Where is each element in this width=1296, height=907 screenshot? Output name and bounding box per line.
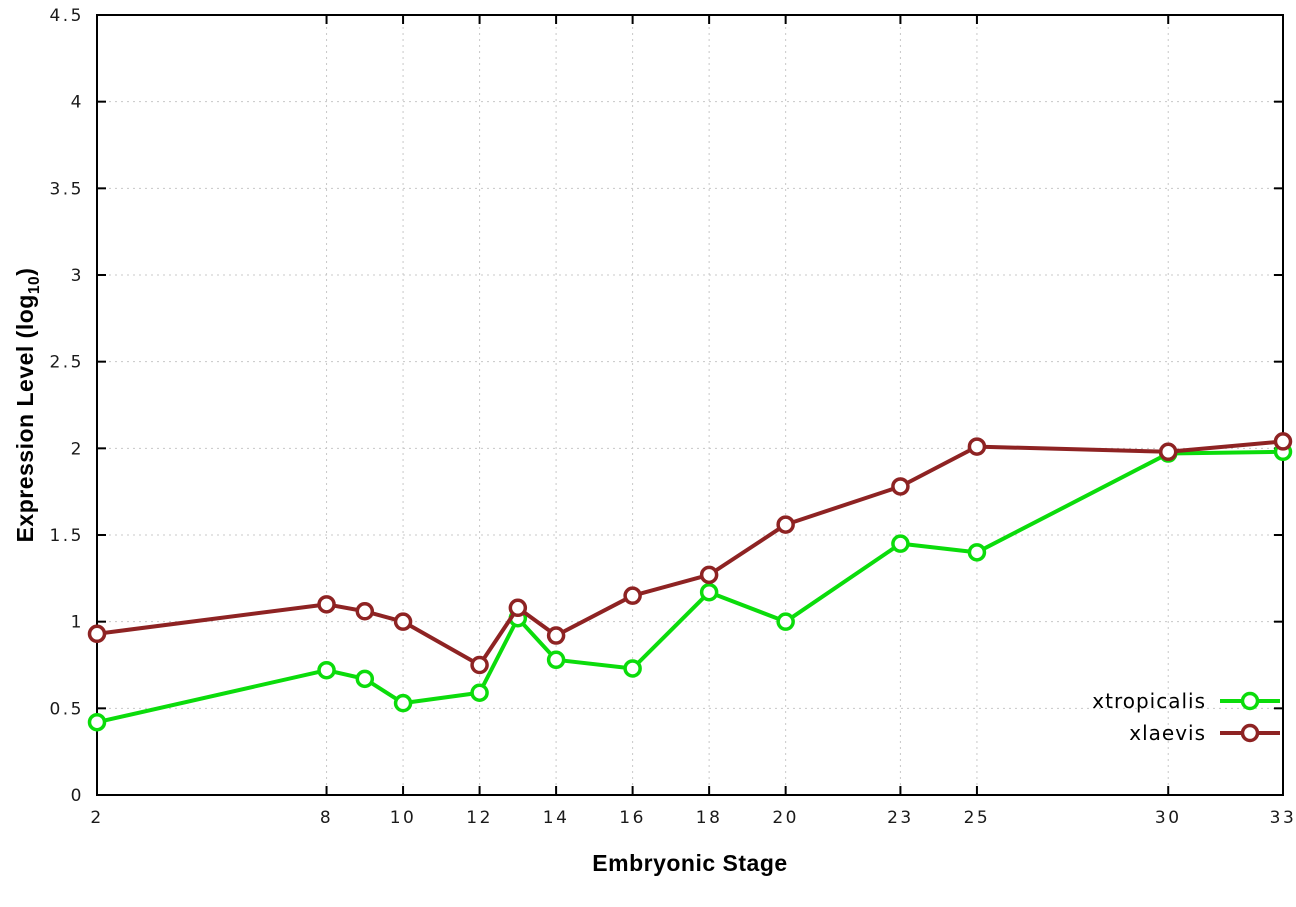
- tick-marks: [96, 14, 1284, 796]
- svg-text:18: 18: [696, 808, 723, 828]
- svg-text:2: 2: [71, 439, 84, 459]
- svg-text:1: 1: [71, 613, 84, 633]
- svg-text:20: 20: [772, 808, 799, 828]
- series-xlaevis-marker: [891, 477, 910, 496]
- svg-text:25: 25: [964, 808, 991, 828]
- grid-lines: [96, 14, 1284, 796]
- series-xtropicalis-line: [95, 449, 1285, 725]
- series-xtropicalis-marker: [393, 693, 413, 713]
- series-xlaevis-marker: [508, 598, 528, 618]
- series-xlaevis-marker: [317, 595, 336, 614]
- svg-text:30: 30: [1155, 808, 1182, 828]
- x-tick-labels: 2 8 10 12 14 16 18 20 23 25 30 33: [90, 808, 1296, 828]
- series-xlaevis-marker: [393, 612, 413, 631]
- svg-text:4: 4: [71, 93, 84, 113]
- series-xlaevis-marker: [87, 624, 107, 644]
- svg-text:16: 16: [619, 808, 646, 828]
- y-axis-label-subscript: 10: [25, 275, 43, 295]
- series-xlaevis-marker: [1158, 442, 1178, 462]
- svg-text:12: 12: [466, 808, 493, 828]
- series-xtropicalis-marker: [87, 712, 107, 732]
- series-xtropicalis-marker: [317, 660, 336, 680]
- series-xlaevis-marker: [776, 515, 795, 534]
- legend-marker-xtropicalis: [1240, 691, 1260, 711]
- series-xtropicalis-marker: [699, 582, 719, 602]
- series-xlaevis-marker: [967, 437, 987, 456]
- series-xlaevis-marker: [355, 602, 375, 621]
- svg-text:14: 14: [543, 808, 570, 828]
- series-xlaevis: [87, 432, 1293, 675]
- svg-text:3.5: 3.5: [49, 179, 84, 199]
- series-xlaevis-marker: [546, 626, 566, 645]
- plot-border: [96, 14, 1284, 796]
- series-xlaevis-line: [95, 439, 1285, 667]
- legend: xtropicalis xlaevis: [1092, 689, 1280, 745]
- svg-text:0.5: 0.5: [49, 699, 84, 719]
- series-xtropicalis-marker: [776, 612, 795, 631]
- legend-marker-xlaevis: [1240, 723, 1260, 743]
- series-xtropicalis-marker: [546, 650, 566, 670]
- svg-text:0: 0: [71, 786, 84, 806]
- svg-text:23: 23: [887, 808, 914, 828]
- y-tick-labels: 0 0.5 1 1.5 2 2.5 3 3.5 4 4.5: [49, 6, 84, 806]
- svg-text:1.5: 1.5: [49, 526, 84, 546]
- series-xlaevis-marker: [623, 586, 642, 605]
- svg-text:4.5: 4.5: [49, 6, 84, 26]
- svg-text:10: 10: [390, 808, 417, 828]
- x-axis-label: Embryonic Stage: [592, 850, 788, 876]
- legend-label-xlaevis: xlaevis: [1129, 721, 1206, 745]
- y-axis-label: Expression Level (log10): [12, 268, 44, 543]
- series-xlaevis-marker: [699, 565, 719, 585]
- series-xtropicalis-marker: [623, 659, 642, 678]
- svg-text:8: 8: [320, 808, 333, 828]
- series-xtropicalis-marker: [470, 683, 489, 702]
- series-xtropicalis-marker: [355, 669, 375, 689]
- svg-text:3: 3: [71, 266, 84, 286]
- legend-label-xtropicalis: xtropicalis: [1092, 689, 1206, 713]
- svg-text:33: 33: [1270, 808, 1296, 828]
- series-xtropicalis: [87, 442, 1293, 732]
- y-axis-label-suffix: ): [12, 267, 39, 276]
- series-xtropicalis-marker: [967, 543, 987, 562]
- svg-text:2: 2: [90, 808, 103, 828]
- series-xlaevis-marker: [470, 655, 489, 675]
- series-xtropicalis-marker: [891, 534, 910, 553]
- y-axis-label-text: Expression Level (log: [12, 294, 39, 543]
- series-xlaevis-marker: [1273, 432, 1293, 451]
- svg-text:2.5: 2.5: [49, 353, 84, 373]
